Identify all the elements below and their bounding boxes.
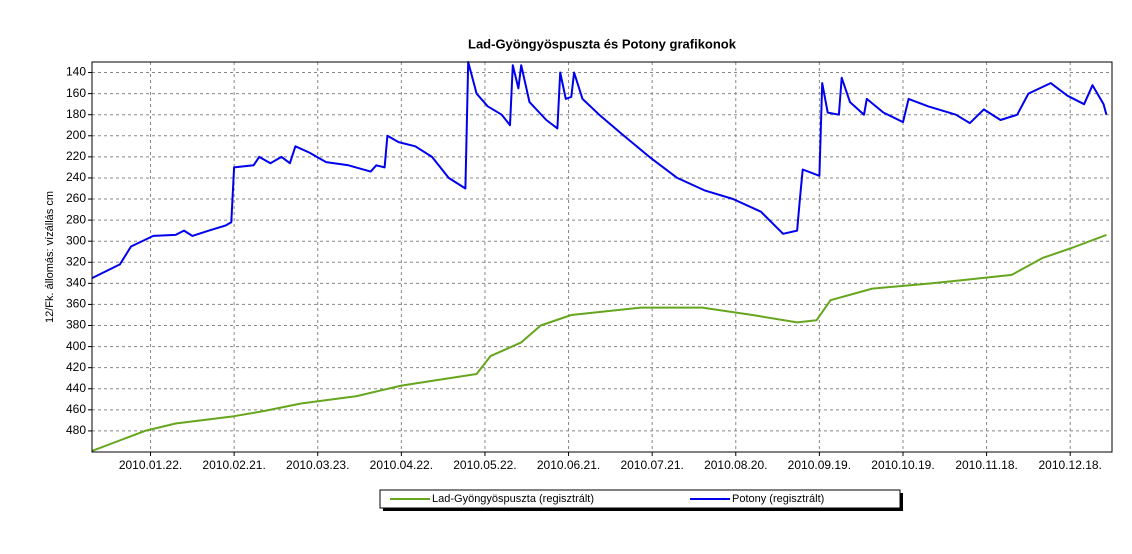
x-tick-label: 2010.08.20. xyxy=(704,458,767,472)
x-tick-label: 2010.07.21. xyxy=(620,458,683,472)
y-tick-label: 480 xyxy=(66,423,86,437)
y-tick-label: 280 xyxy=(66,212,86,226)
y-tick-label: 220 xyxy=(66,149,86,163)
x-tick-label: 2010.05.22. xyxy=(453,458,516,472)
plot-area xyxy=(92,62,1112,452)
x-tick-label: 2010.09.19. xyxy=(788,458,851,472)
x-tick-label: 2010.02.21. xyxy=(202,458,265,472)
y-tick-label: 200 xyxy=(66,128,86,142)
x-tick-label: 2010.10.19. xyxy=(871,458,934,472)
y-tick-label: 240 xyxy=(66,170,86,184)
legend-label: Potony (regisztrált) xyxy=(732,493,824,505)
x-tick-label: 2010.06.21. xyxy=(537,458,600,472)
y-tick-label: 300 xyxy=(66,233,86,247)
series-line xyxy=(91,233,1107,452)
y-tick-label: 360 xyxy=(66,297,86,311)
legend xyxy=(379,489,901,509)
x-tick-label: 2010.01.22. xyxy=(119,458,182,472)
y-tick-label: 420 xyxy=(66,360,86,374)
chart-title: Lad-Gyöngyöspuszta és Potony grafikonok xyxy=(468,36,737,51)
series-line xyxy=(91,61,1108,279)
y-tick-label: 340 xyxy=(66,276,86,290)
y-tick-label: 440 xyxy=(66,381,86,395)
y-tick-label: 160 xyxy=(66,86,86,100)
y-tick-label: 380 xyxy=(66,318,86,332)
y-tick-label: 460 xyxy=(66,402,86,416)
y-axis-label: 12/Fk. állomás: vízállás cm xyxy=(44,191,56,323)
plot-border xyxy=(91,61,1113,453)
y-tick-label: 180 xyxy=(66,107,86,121)
y-tick-label: 320 xyxy=(66,254,86,268)
x-tick-label: 2010.03.23. xyxy=(286,458,349,472)
y-tick-label: 140 xyxy=(66,65,86,79)
x-tick-label: 2010.11.18. xyxy=(955,458,1018,472)
y-tick-label: 400 xyxy=(66,339,86,353)
y-tick-label: 260 xyxy=(66,191,86,205)
legend-label: Lad-Gyöngyöspuszta (regisztrált) xyxy=(432,493,594,505)
x-tick-label: 2010.04.22. xyxy=(370,458,433,472)
x-tick-label: 2010.12.18. xyxy=(1038,458,1101,472)
